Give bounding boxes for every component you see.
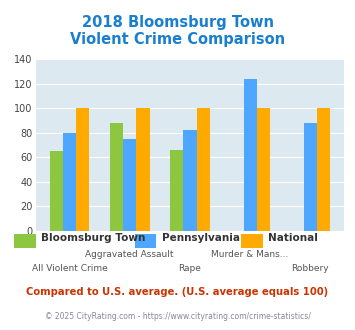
Bar: [244, 79, 257, 231]
Text: Bloomsburg Town: Bloomsburg Town: [41, 233, 145, 243]
Text: 2018 Bloomsburg Town
Violent Crime Comparison: 2018 Bloomsburg Town Violent Crime Compa…: [70, 15, 285, 47]
Text: National: National: [268, 233, 318, 243]
Text: Rape: Rape: [179, 264, 201, 273]
Text: Aggravated Assault: Aggravated Assault: [86, 250, 174, 259]
Bar: [317, 109, 330, 231]
Bar: [197, 109, 210, 231]
Bar: [63, 133, 76, 231]
Bar: [136, 109, 149, 231]
Text: All Violent Crime: All Violent Crime: [32, 264, 107, 273]
Text: Murder & Mans...: Murder & Mans...: [212, 250, 289, 259]
Bar: [123, 139, 136, 231]
Text: Pennsylvania: Pennsylvania: [162, 233, 240, 243]
Bar: [76, 109, 89, 231]
Bar: [257, 109, 270, 231]
Bar: [304, 123, 317, 231]
Text: Compared to U.S. average. (U.S. average equals 100): Compared to U.S. average. (U.S. average …: [26, 287, 329, 297]
Text: © 2025 CityRating.com - https://www.cityrating.com/crime-statistics/: © 2025 CityRating.com - https://www.city…: [45, 312, 310, 321]
Text: Robbery: Robbery: [291, 264, 329, 273]
Bar: [110, 123, 123, 231]
Bar: [183, 130, 197, 231]
Bar: [50, 151, 63, 231]
Bar: [170, 150, 183, 231]
